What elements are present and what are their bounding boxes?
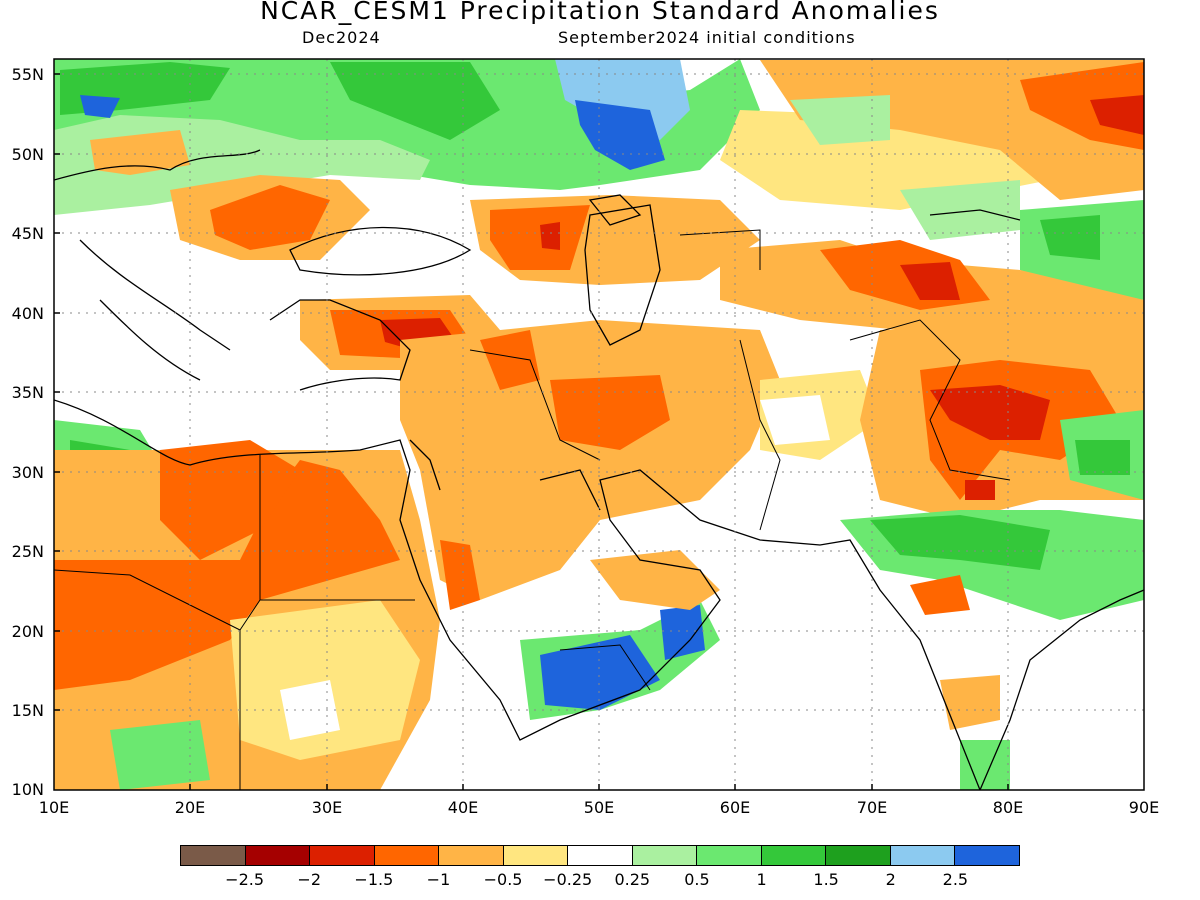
colorbar-label: −2.5 [225, 870, 265, 889]
colorbar-swatch [245, 846, 311, 865]
lat-label: 35N [11, 383, 44, 402]
colorbar [180, 845, 1020, 866]
lon-label: 60E [719, 798, 751, 817]
coastlines [54, 149, 1144, 790]
colorbar-label: −2 [297, 870, 322, 889]
colorbar-swatch [697, 846, 762, 865]
lon-label: 10E [38, 798, 70, 817]
lon-label: 30E [311, 798, 343, 817]
anomaly-field [54, 59, 1144, 790]
colorbar-swatch [439, 846, 504, 865]
colorbar-swatch [826, 846, 891, 865]
colorbar-label: 2 [885, 870, 896, 889]
colorbar-swatch [890, 846, 956, 865]
lat-label: 20N [11, 622, 44, 641]
colorbar-swatch [503, 846, 569, 865]
colorbar-label: −0.25 [543, 870, 593, 889]
lon-label: 90E [1128, 798, 1160, 817]
colorbar-label: 1 [756, 870, 767, 889]
lon-label: 80E [992, 798, 1024, 817]
lat-label: 25N [11, 542, 44, 561]
colorbar-swatch [761, 846, 827, 865]
colorbar-label: −0.5 [483, 870, 523, 889]
graticule [54, 59, 1144, 790]
colorbar-swatch [374, 846, 440, 865]
lat-label: 10N [11, 780, 44, 799]
lat-label: 40N [11, 304, 44, 323]
lat-label: 30N [11, 463, 44, 482]
map-title: NCAR_CESM1 Precipitation Standard Anomal… [260, 0, 940, 25]
lon-label: 40E [447, 798, 479, 817]
colorbar-label: 2.5 [942, 870, 969, 889]
colorbar-swatch [310, 846, 375, 865]
borders [54, 229, 1011, 790]
colorbar-label: 0.5 [684, 870, 710, 889]
lon-label: 20E [174, 798, 206, 817]
lat-label: 55N [11, 65, 44, 84]
colorbar-swatch [955, 846, 1019, 865]
colorbar-swatch [181, 846, 246, 865]
colorbar-swatch [632, 846, 698, 865]
colorbar-label: 1.5 [813, 870, 839, 889]
colorbar-label: 0.25 [614, 870, 651, 889]
lon-label: 70E [856, 798, 888, 817]
colorbar-swatch [568, 846, 633, 865]
initial-conditions: September2024 initial conditions [558, 28, 856, 47]
lon-label: 50E [583, 798, 615, 817]
axis-ticks [54, 73, 1009, 790]
colorbar-label: −1 [426, 870, 451, 889]
colorbar-label: −1.5 [354, 870, 394, 889]
lat-label: 15N [11, 701, 44, 720]
forecast-month: Dec2024 [302, 28, 381, 47]
lat-label: 45N [11, 224, 44, 243]
lat-label: 50N [11, 145, 44, 164]
